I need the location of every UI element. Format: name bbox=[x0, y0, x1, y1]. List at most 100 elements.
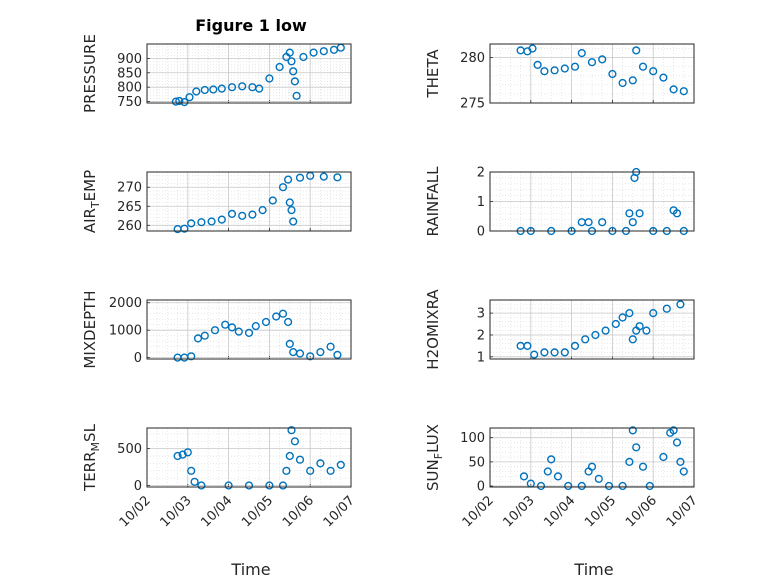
data-point bbox=[173, 451, 182, 461]
data-point bbox=[183, 448, 192, 457]
data-point bbox=[210, 326, 220, 335]
data-point bbox=[333, 173, 342, 182]
data-point bbox=[618, 78, 627, 88]
data-point bbox=[217, 84, 226, 93]
y-tick-label: 2 bbox=[477, 166, 485, 181]
data-point bbox=[523, 341, 532, 351]
data-point bbox=[185, 93, 194, 102]
data-point bbox=[289, 67, 298, 76]
data-point bbox=[244, 481, 254, 490]
x-tick-label: 10/03 bbox=[501, 493, 538, 530]
data-point bbox=[258, 206, 267, 215]
data-point bbox=[577, 481, 586, 491]
subplot-sun_flux: 0 50 100 SUNFLUX 10/02 10/03 10/04 10/05 10/06 10… bbox=[424, 424, 701, 530]
data-series bbox=[173, 171, 342, 234]
data-point bbox=[284, 317, 293, 327]
data-point bbox=[628, 426, 637, 435]
data-point bbox=[333, 350, 342, 360]
data-point bbox=[642, 326, 651, 335]
data-point bbox=[285, 339, 294, 349]
data-point bbox=[587, 462, 597, 471]
x-tick-label: 10/06 bbox=[280, 493, 317, 530]
data-point bbox=[285, 451, 294, 461]
data-point bbox=[316, 459, 325, 468]
data-point bbox=[200, 85, 209, 95]
y-axis-label: H2OMIXRA bbox=[424, 289, 442, 370]
y-tick-label: 260 bbox=[117, 219, 142, 234]
data-point bbox=[649, 309, 658, 318]
data-series bbox=[516, 300, 685, 359]
x-tick-label: 10/04 bbox=[541, 493, 578, 530]
data-point bbox=[638, 62, 648, 71]
data-series bbox=[173, 309, 342, 362]
data-point bbox=[594, 474, 603, 483]
data-point bbox=[287, 57, 296, 66]
data-point bbox=[584, 218, 593, 227]
data-point bbox=[553, 472, 563, 481]
axes-frame bbox=[146, 427, 352, 488]
data-point bbox=[285, 48, 294, 57]
data-point bbox=[676, 300, 685, 309]
data-point bbox=[540, 348, 549, 357]
data-point bbox=[611, 319, 620, 329]
data-point bbox=[287, 426, 296, 435]
y-tick-label: 265 bbox=[117, 200, 142, 215]
data-point bbox=[282, 466, 291, 475]
data-point bbox=[289, 217, 298, 226]
data-point bbox=[268, 196, 277, 205]
data-point bbox=[628, 76, 637, 85]
data-point bbox=[265, 481, 274, 490]
y-tick-label: 1000 bbox=[109, 324, 142, 339]
data-point bbox=[295, 455, 305, 464]
data-point bbox=[187, 352, 196, 361]
data-point bbox=[234, 327, 243, 336]
data-point bbox=[193, 334, 203, 343]
data-point bbox=[319, 172, 328, 181]
y-tick-label: 0 bbox=[134, 479, 142, 494]
data-point bbox=[536, 481, 546, 491]
data-point bbox=[326, 342, 335, 351]
data-point bbox=[598, 218, 607, 227]
subplot-theta: 275 280 THETA bbox=[424, 43, 695, 112]
y-tick-label: 275 bbox=[460, 97, 485, 112]
data-point bbox=[543, 467, 552, 476]
data-point bbox=[192, 87, 201, 96]
y-tick-label: 800 bbox=[117, 81, 142, 96]
data-point bbox=[171, 97, 181, 106]
data-point bbox=[306, 466, 315, 475]
data-point bbox=[295, 349, 305, 358]
data-point bbox=[299, 52, 308, 62]
data-point bbox=[528, 44, 537, 53]
axes-frame bbox=[489, 171, 695, 232]
data-point bbox=[295, 173, 305, 182]
data-point bbox=[261, 317, 271, 327]
data-point bbox=[292, 91, 301, 100]
data-point bbox=[628, 218, 637, 227]
data-point bbox=[272, 312, 281, 321]
data-point bbox=[628, 335, 637, 344]
x-axis-label-left: Time bbox=[230, 560, 270, 579]
y-axis-label: THETA bbox=[424, 49, 442, 99]
data-point bbox=[560, 348, 569, 357]
data-point bbox=[618, 481, 627, 491]
data-point bbox=[669, 426, 678, 435]
data-point bbox=[669, 85, 678, 94]
data-point bbox=[604, 481, 614, 491]
data-point bbox=[581, 335, 590, 344]
data-point bbox=[598, 55, 607, 64]
axes-frame bbox=[489, 299, 695, 360]
data-point bbox=[278, 481, 288, 490]
data-point bbox=[217, 215, 226, 224]
data-point bbox=[662, 304, 671, 313]
data-point bbox=[187, 219, 196, 228]
y-axis-label: AIRTEMP bbox=[81, 170, 102, 233]
y-tick-label: 750 bbox=[117, 95, 142, 110]
data-point bbox=[632, 443, 641, 452]
x-tick-label: 10/02 bbox=[117, 493, 154, 530]
data-point bbox=[316, 348, 325, 357]
data-point bbox=[326, 466, 335, 475]
data-point bbox=[608, 69, 617, 79]
figure-title: Figure 1 low bbox=[195, 16, 307, 35]
